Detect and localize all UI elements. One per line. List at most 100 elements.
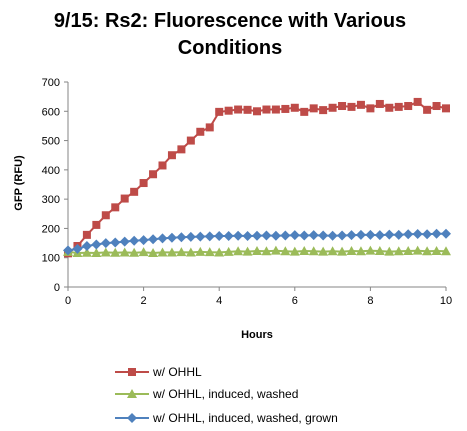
data-point [366,104,375,113]
data-point [365,245,376,255]
data-point [119,236,130,247]
data-point [92,220,101,229]
data-point [431,228,442,239]
data-point [441,228,451,239]
data-point [318,230,329,241]
data-point [215,107,224,116]
data-point [337,230,348,241]
data-point [63,245,73,256]
data-point [243,105,252,114]
data-point [110,247,121,257]
data-point [91,248,102,258]
data-point [394,102,403,111]
data-point [214,231,225,242]
data-point [82,230,91,239]
y-tick-label: 100 [42,253,60,265]
data-point [384,246,395,256]
data-point [205,123,214,132]
legend-label: w/ OHHL [153,365,202,379]
data-point [157,233,168,244]
legend-label: w/ OHHL, induced, washed [153,387,299,401]
data-point [442,104,450,113]
data-point [308,246,319,256]
data-point [120,194,129,203]
data-point [337,246,348,256]
data-point [233,230,244,241]
x-tick-label: 10 [440,295,452,307]
x-tick-label: 8 [367,295,373,307]
data-point [270,245,281,255]
data-point [234,105,243,114]
data-point [223,246,234,256]
y-tick-label: 500 [42,136,60,148]
data-point [393,246,404,256]
data-point [404,102,413,111]
data-point [262,105,271,114]
data-point [148,234,159,245]
legend-label: w/ OHHL, induced, washed, grown [153,411,338,425]
data-point [166,247,177,257]
data-point [412,228,423,239]
data-point [280,230,291,241]
data-point [129,247,140,257]
x-tick-label: 0 [65,295,71,307]
axes: 0 100 200 300 400 500 600 700 0 2 4 6 8 10 [42,77,452,307]
data-point [374,245,385,255]
data-point [111,203,120,212]
series-2 [63,245,451,258]
data-point [139,179,148,188]
data-point [403,229,414,240]
legend-swatch-triangle-icon [115,389,149,398]
data-point [281,104,290,113]
legend-swatch-diamond-icon [115,413,149,423]
data-point [432,102,441,111]
y-tick-label: 600 [42,106,60,118]
data-point [422,229,433,240]
series-layer [63,97,451,258]
data-point [289,246,300,256]
data-point [100,238,111,249]
data-point [328,103,337,112]
data-point [300,107,309,116]
chart-title-line-2: Conditions [177,37,283,59]
data-point [308,230,319,241]
data-point [347,102,356,111]
data-point [270,230,281,241]
data-point [204,231,215,242]
data-point [290,103,299,112]
data-point [355,246,366,256]
data-point [101,211,110,220]
data-point [176,232,187,243]
data-point [224,106,233,115]
data-point [167,151,176,160]
y-tick-label: 200 [42,223,60,235]
data-point [100,247,111,257]
chart-title: 9/15: Rs2: Fluorescence with Various Con… [20,8,440,62]
data-point [223,231,234,242]
data-point [356,100,365,109]
data-point [280,246,291,256]
data-point [431,245,442,255]
data-point [261,246,272,256]
data-point [393,229,404,240]
data-point [422,246,433,256]
y-tick-label: 0 [54,282,60,294]
data-point [148,248,159,258]
data-point [252,230,262,241]
data-point [176,247,187,257]
x-tick-label: 6 [292,295,298,307]
data-point [129,235,140,246]
y-axis-label: GFP (RFU) [13,155,25,211]
data-point [158,161,167,170]
data-point [261,230,272,241]
data-point [157,247,168,257]
series-1 [64,97,450,258]
data-point [327,246,338,256]
data-point [413,97,422,106]
data-point [346,245,357,255]
data-point [319,106,328,115]
data-point [252,245,262,255]
chart-title-line-1: 9/15: Rs2: Fluorescence with Various [53,10,407,32]
y-tick-label: 400 [42,165,60,177]
data-point [374,230,385,241]
